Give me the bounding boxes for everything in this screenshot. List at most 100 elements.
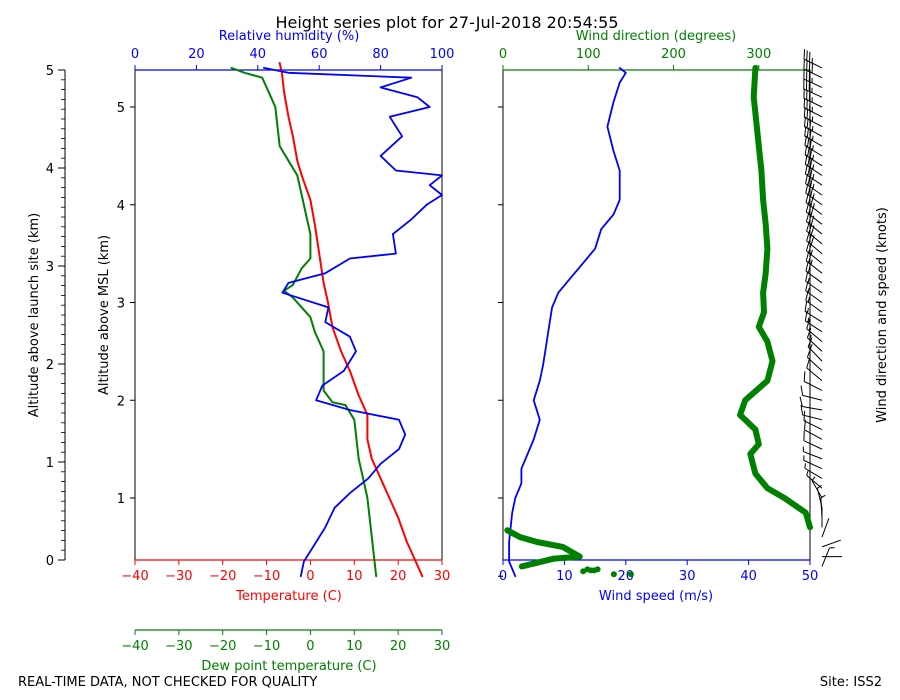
- wind-direction-axis-label: Wind direction (degrees): [576, 29, 736, 44]
- wind-barb-flag: [806, 328, 812, 338]
- wind-barb: [803, 440, 823, 450]
- wind-speed-tick-label: 10: [556, 569, 573, 584]
- wind-barb-flag: [806, 319, 811, 329]
- wind-barb: [803, 68, 823, 79]
- wind-barb: [803, 98, 823, 108]
- wind-direction-tick-label: 0: [499, 47, 507, 62]
- wind-barb: [804, 467, 823, 479]
- rh-tick-label: 20: [188, 47, 205, 62]
- outer-altitude-label: Altitude above launch site (km): [27, 213, 42, 417]
- wind-barb: [803, 88, 823, 98]
- wind-barb: [804, 154, 823, 167]
- rh-tick-label: 0: [131, 47, 139, 62]
- thermo-panel: −40 −30 −20 −10 0 10 20 30−40 −30 −20 −10 0 10 20 300 2…: [46, 47, 455, 654]
- wind-barb: [805, 260, 823, 274]
- rh-tick-label: 60: [311, 47, 328, 62]
- wind-barb-half-flag: [807, 308, 809, 314]
- wind-barb-half-flag: [812, 202, 815, 209]
- rh-tick-label: 40: [250, 47, 267, 62]
- wind-barb: [805, 183, 823, 196]
- wind-direction-line: [504, 527, 583, 570]
- rh-axis-label: Relative humidity (%): [219, 29, 360, 44]
- wind-barb-half-flag: [812, 154, 815, 160]
- wind-barb-flag: [803, 97, 806, 108]
- footer-site: Site: ISS2: [820, 675, 882, 690]
- wind-barb: [806, 328, 823, 342]
- wind-barb-half-flag: [812, 193, 815, 199]
- wind-barb: [821, 547, 830, 567]
- wind-barb-half-flag: [807, 277, 810, 284]
- dewpoint-tick-label: −30: [165, 639, 192, 654]
- wind-barb: [806, 250, 823, 264]
- wind-barb: [805, 173, 823, 186]
- wind-barb-flag: [806, 50, 808, 61]
- dewpoint-tick-label: −40: [121, 639, 148, 654]
- wind-barb-half-flag: [811, 126, 814, 132]
- rh-line: [262, 67, 443, 578]
- wind-barb-axis-label: Wind direction and speed (knots): [875, 207, 890, 423]
- wind-barb: [802, 414, 823, 421]
- wind-barb-flag: [806, 99, 808, 110]
- wind-direction-tick-label: 200: [661, 47, 686, 62]
- wind-barb: [805, 202, 823, 215]
- wind-barb: [802, 406, 823, 411]
- wind-barb: [821, 518, 830, 538]
- wind-barb-flag: [803, 49, 806, 60]
- chart-title: Height series plot for 27-Jul-2018 20:54…: [275, 13, 618, 32]
- wind-barb: [811, 480, 823, 499]
- temperature-axis-label: Temperature (C): [235, 589, 342, 604]
- wind-barb: [803, 451, 823, 460]
- outer-altitude-tick-label: 1: [46, 456, 54, 471]
- dewpoint-tick-label: 10: [346, 639, 363, 654]
- wind-barb-half-flag: [806, 470, 809, 476]
- wind-direction-point: [627, 571, 634, 578]
- wind-barb: [804, 311, 823, 323]
- wind-barb: [805, 192, 823, 206]
- wind-barb-flag: [803, 371, 806, 382]
- wind-barb: [805, 290, 823, 303]
- wind-barbs: [799, 49, 842, 567]
- msl-altitude-tick-label: 2: [117, 394, 125, 409]
- wind-barb: [802, 394, 823, 401]
- wind-barb-half-flag: [807, 317, 810, 323]
- wind-barb-flag: [806, 108, 809, 119]
- wind-barb: [804, 145, 823, 157]
- temperature-line: [278, 62, 424, 578]
- wind-barb-flag: [809, 129, 812, 140]
- wind-speed-tick-label: 30: [679, 569, 696, 584]
- temperature-tick-label: 0: [306, 569, 314, 584]
- wind-speed-line: [508, 67, 627, 578]
- outer-altitude-tick-label: 5: [46, 64, 54, 79]
- wind-barb: [803, 78, 823, 88]
- wind-barb-flag: [807, 337, 813, 347]
- wind-barb-half-flag: [812, 164, 815, 170]
- wind-barb-half-flag: [817, 484, 822, 489]
- wind-barb: [804, 135, 823, 147]
- wind-speed-tick-label: 40: [740, 569, 757, 584]
- wind-barb: [804, 126, 823, 137]
- dewpoint-line: [230, 66, 378, 578]
- wind-barb-flag: [809, 119, 812, 130]
- msl-altitude-tick-label: 3: [117, 297, 125, 312]
- wind-barb: [806, 230, 823, 245]
- wind-barb-half-flag: [810, 259, 813, 265]
- msl-altitude-label: Altitude above MSL (km): [97, 235, 112, 395]
- wind-barb: [803, 380, 823, 391]
- wind-barb: [805, 164, 823, 176]
- wind-speed-axis-label: Wind speed (m/s): [599, 589, 713, 604]
- wind-barb-flag: [805, 271, 809, 282]
- wind-barb: [807, 337, 823, 352]
- wind-barb-flag: [809, 110, 811, 121]
- wind-barb-flag: [805, 261, 809, 272]
- wind-barb: [803, 58, 823, 69]
- msl-altitude-tick-label: 1: [117, 492, 125, 507]
- dewpoint-tick-label: −20: [209, 639, 236, 654]
- wind-speed-tick-label: 50: [802, 569, 819, 584]
- rh-tick-label: 100: [430, 47, 455, 62]
- wind-direction-line: [737, 64, 813, 531]
- wind-barb-half-flag: [812, 145, 814, 151]
- outer-altitude-tick-label: 4: [46, 162, 54, 177]
- wind-barb-half-flag: [809, 344, 813, 350]
- wind-barb: [806, 474, 823, 489]
